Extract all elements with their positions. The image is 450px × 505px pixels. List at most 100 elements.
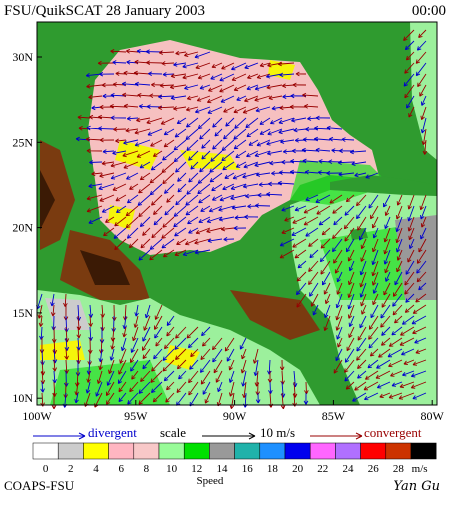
wind-vector [411,315,427,325]
wind-vector [359,282,367,298]
wind-vector [392,282,403,297]
wind-vector [266,150,283,156]
wind-vector [232,172,247,180]
wind-vector [51,392,57,410]
wind-vector [312,304,319,316]
lat-label: 20N [12,221,33,235]
wind-vector [137,194,151,206]
colorbar-tick-label: 4 [93,463,99,475]
wind-vector [109,104,127,109]
wind-vector [392,293,403,307]
wind-vector [289,104,307,110]
wind-vector [297,260,307,269]
wind-vector [358,227,367,241]
wind-vector [305,227,319,237]
wind-vector [234,117,247,129]
wind-vector [85,136,103,142]
scale-value: 10 m/s [260,425,295,440]
wind-vector [163,128,175,136]
wind-vector [222,161,235,171]
wind-vector [349,149,367,155]
wind-vector [308,271,319,286]
wind-vector [187,337,199,349]
wind-vector [228,359,235,371]
wind-vector [211,194,223,201]
wind-vector [125,216,139,229]
wind-vector [231,73,247,82]
wind-vector [219,194,235,202]
colorbar-swatch [57,442,84,460]
wind-vector [110,161,127,168]
wind-vector [98,183,115,191]
wind-vector [412,326,427,335]
wind-vector [160,117,175,125]
wind-vector [408,238,415,249]
wind-vector [100,304,105,318]
wind-vector [115,194,127,202]
wind-vector [412,359,427,366]
wind-vector [169,84,187,90]
wind-vector [370,304,379,319]
wind-vector [116,205,127,213]
wind-vector [333,216,343,226]
wind-vector [184,51,199,57]
wind-vector [371,271,379,286]
wind-vector [256,73,271,80]
colorbar-tick-label: 22 [317,463,328,475]
wind-vector [194,106,211,114]
wind-vector [335,293,343,309]
wind-vector [357,370,367,379]
wind-vector [86,205,103,213]
wind-vector [296,293,307,308]
wind-vector [246,84,259,91]
wind-vector [293,127,307,133]
wind-vector [182,62,199,69]
wind-vector [151,359,163,372]
atlantic-ocean [410,22,437,160]
wind-vector [405,293,415,303]
wind-vector [360,238,367,250]
wind-vector [210,150,223,162]
wind-vector [418,282,427,291]
wind-vector [214,128,223,137]
wind-vector [194,238,211,245]
wind-vector [255,106,271,113]
wind-vector [185,194,199,206]
wind-vector [417,73,427,88]
wind-vector [371,249,379,266]
wind-vector [336,326,343,340]
wind-vector [186,326,199,339]
wind-vector [405,51,415,61]
lon-label: 90W [223,409,247,423]
wind-vector [112,183,127,191]
wind-vector [266,84,283,90]
wind-vector [351,161,367,166]
divergent-arrowhead [78,432,86,440]
wind-vector [117,370,127,384]
wind-vector [305,194,319,202]
wind-vector [337,337,343,348]
wind-vector [359,271,367,288]
wind-vector [195,227,211,235]
wind-vector [105,216,115,223]
wind-vector [195,62,211,70]
colorbar-tick-label: 8 [144,463,150,475]
wind-vector [99,172,115,178]
wind-vector [385,271,391,282]
colorbar-tick-label: 0 [43,463,49,475]
wind-vector [174,337,187,350]
wind-vector [200,348,211,361]
wind-vector [266,73,283,79]
wind-vector [182,249,199,257]
wind-vector [354,381,367,391]
wind-vector [254,84,271,91]
wind-vector [281,227,295,235]
wind-vector [280,392,286,410]
colorbar-tick-label: 20 [292,463,304,475]
wind-vector [243,161,259,169]
wind-vector [241,370,247,387]
wind-vector [199,128,211,140]
wind-vector [396,194,403,206]
wind-vector [395,238,403,253]
wind-vector [218,216,235,222]
